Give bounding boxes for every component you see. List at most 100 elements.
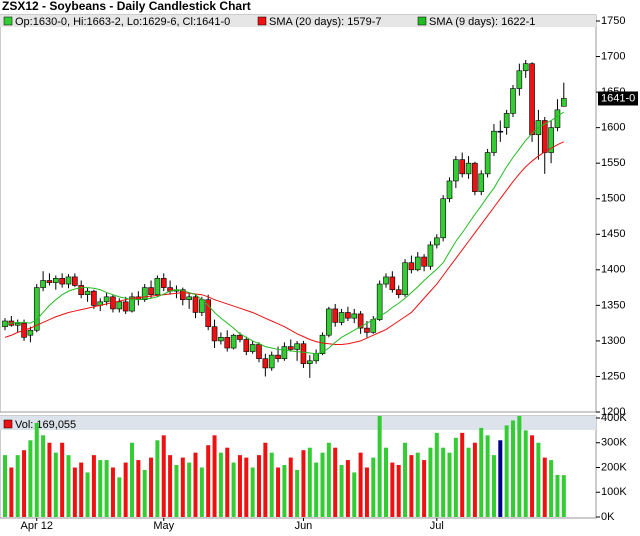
volume-bar xyxy=(199,467,204,517)
sma-line xyxy=(4,111,565,355)
candle-body xyxy=(522,63,529,72)
volume-bar xyxy=(422,460,427,517)
candle-body xyxy=(268,354,275,369)
volume-bar xyxy=(212,435,217,517)
volume-bar xyxy=(377,416,382,517)
volume-bar xyxy=(91,455,96,517)
candle-body xyxy=(52,278,59,283)
volume-bar xyxy=(396,465,401,517)
chart-title: ZSX12 - Soybeans - Daily Candlestick Cha… xyxy=(2,0,251,13)
candle-body xyxy=(491,130,497,153)
ohlc-legend: Op:1630-0, Hi:1663-2, Lo:1629-6, Cl:1641… xyxy=(15,16,230,28)
candle-body xyxy=(484,152,491,175)
volume-bar xyxy=(523,430,528,517)
candle-body xyxy=(541,120,548,153)
candle-body xyxy=(313,353,319,362)
candle-body xyxy=(427,244,434,267)
volume-bar xyxy=(447,452,452,517)
volume-bar xyxy=(498,440,503,517)
volume-bar xyxy=(22,450,27,517)
candle-body xyxy=(389,276,396,291)
volume-bar xyxy=(466,447,471,517)
volume-bar xyxy=(301,450,306,517)
volume-bar xyxy=(491,455,496,517)
candle-body xyxy=(497,130,504,133)
last-price-label: 1641-0 xyxy=(601,92,635,104)
volume-bar xyxy=(326,442,331,517)
y-tick-label: 1500 xyxy=(601,193,625,205)
y-tick-label: 1300 xyxy=(601,335,625,347)
candle-body xyxy=(141,287,148,300)
candle-body xyxy=(14,322,21,326)
candle-body xyxy=(84,290,91,295)
y-tick-label: 1400 xyxy=(601,264,625,276)
candle-body xyxy=(230,334,237,349)
candle-body xyxy=(243,339,250,352)
volume-bar xyxy=(237,455,242,517)
volume-bar xyxy=(472,442,477,517)
candle-body xyxy=(256,344,262,359)
volume-bar xyxy=(47,442,52,517)
volume-bar xyxy=(85,472,90,517)
candle-body xyxy=(275,354,281,359)
candle-body xyxy=(478,173,485,192)
candle-body xyxy=(433,237,440,246)
y-tick-label: 1200 xyxy=(601,406,625,418)
candle-body xyxy=(548,127,554,153)
volume-bar xyxy=(3,455,7,517)
volume-bar xyxy=(110,467,115,517)
legend-band xyxy=(0,15,596,27)
y-tick-label: 1350 xyxy=(601,299,625,311)
volume-bar xyxy=(257,455,261,517)
volume-bar xyxy=(66,455,71,517)
volume-bar xyxy=(79,462,84,517)
volume-bar xyxy=(155,440,160,517)
y-tick-label: 400K xyxy=(601,412,627,424)
volume-bar xyxy=(231,462,236,517)
volume-bar xyxy=(536,442,541,517)
volume-bar xyxy=(479,427,484,517)
volume-bar xyxy=(530,435,535,517)
legend-label: SMA (9 days): 1622-1 xyxy=(429,16,535,28)
volume-bar xyxy=(41,435,46,517)
candle-body xyxy=(192,296,199,313)
candle-body xyxy=(326,308,332,336)
candle-body xyxy=(33,287,40,331)
volume-bar xyxy=(282,465,287,517)
volume-bar xyxy=(225,447,230,517)
volume-bar xyxy=(149,457,154,517)
candle-body xyxy=(180,289,186,300)
volume-bar xyxy=(384,447,388,517)
candle-body xyxy=(281,346,288,359)
candle-body xyxy=(440,198,446,239)
volume-bar xyxy=(168,455,173,517)
y-tick-label: 1450 xyxy=(601,228,625,240)
candle-body xyxy=(224,337,231,349)
volume-bar xyxy=(34,422,39,517)
volume-bar xyxy=(263,442,268,517)
volume-bars xyxy=(3,416,566,517)
last-price-box xyxy=(598,91,638,106)
candle-body xyxy=(319,334,326,355)
candle-body xyxy=(338,312,345,323)
volume-bar xyxy=(441,447,446,517)
volume-bar xyxy=(345,460,350,517)
candle-body xyxy=(72,276,78,286)
x-tick-label: Jun xyxy=(295,520,313,532)
candle-body xyxy=(78,285,84,296)
candle-body xyxy=(148,287,154,296)
volume-bar xyxy=(174,465,179,517)
volume-bar xyxy=(288,457,293,517)
candle-body xyxy=(446,180,453,200)
volume-bar xyxy=(403,442,408,517)
volume-bar xyxy=(53,452,58,517)
volume-bar xyxy=(9,467,14,517)
candle-body xyxy=(332,308,339,323)
volume-bar xyxy=(117,477,122,517)
candle-body xyxy=(40,280,46,288)
volume-bar xyxy=(371,457,376,517)
volume-bar xyxy=(142,469,147,517)
candle-body xyxy=(370,319,377,333)
